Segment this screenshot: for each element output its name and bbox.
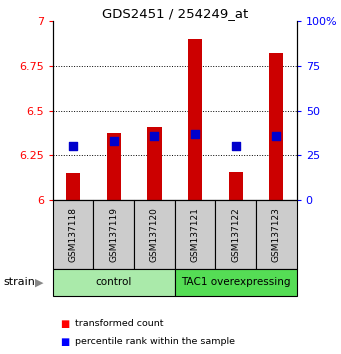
Text: GSM137122: GSM137122 [231,207,240,262]
Bar [66,173,80,200]
Point [233,144,238,149]
Text: TAC1 overexpressing: TAC1 overexpressing [181,277,291,287]
Text: GSM137118: GSM137118 [69,207,78,262]
Bar [175,269,297,296]
Bar [147,127,162,200]
Bar [134,200,175,269]
Title: GDS2451 / 254249_at: GDS2451 / 254249_at [102,7,248,20]
Text: GSM137123: GSM137123 [272,207,281,262]
Bar [256,200,297,269]
Point [152,133,157,138]
Text: ■: ■ [60,337,69,347]
Point [111,138,117,144]
Text: control: control [95,277,132,287]
Point [71,144,76,149]
Bar [93,200,134,269]
Text: GSM137119: GSM137119 [109,207,118,262]
Text: GSM137120: GSM137120 [150,207,159,262]
Bar [175,200,216,269]
Bar [228,172,243,200]
Text: transformed count: transformed count [75,319,164,329]
Bar [269,53,283,200]
Point [192,131,198,137]
Bar [216,200,256,269]
Bar [188,39,202,200]
Text: strain: strain [3,277,35,287]
Bar [107,133,121,200]
Text: ▶: ▶ [35,277,43,287]
Text: ■: ■ [60,319,69,329]
Point [273,133,279,138]
Text: GSM137121: GSM137121 [191,207,199,262]
Bar [53,269,175,296]
Bar [53,200,93,269]
Text: percentile rank within the sample: percentile rank within the sample [75,337,235,346]
